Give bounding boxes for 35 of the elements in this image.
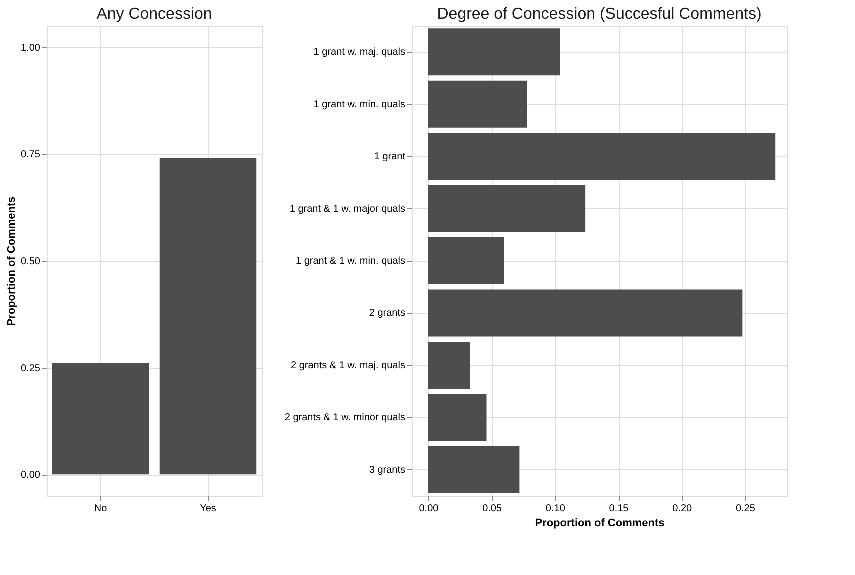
x-tick-label: 0.05 <box>482 504 502 514</box>
x-tick-label: 0.20 <box>672 504 693 514</box>
x-tick-label: No <box>94 504 108 514</box>
y-tick-label: 1 grant & 1 w. major quals <box>290 204 406 215</box>
x-tick-label: 0.00 <box>419 504 440 514</box>
y-tick-label: 1 grant <box>374 152 406 163</box>
bar <box>428 342 470 389</box>
bar <box>428 80 528 128</box>
x-tick-label: 0.25 <box>736 504 756 514</box>
y-tick-label: 0.00 <box>21 470 41 482</box>
y-tick-label: 0.25 <box>21 363 41 374</box>
x-axis-title: Proportion of Comments <box>535 518 665 530</box>
y-tick-label: 1 grant w. maj. quals <box>314 47 406 58</box>
y-tick-label: 2 grants & 1 w. minor quals <box>284 412 406 424</box>
bar <box>428 28 560 76</box>
y-tick-label: 1 grant & 1 w. min. quals <box>296 256 406 267</box>
x-tick-label: Yes <box>200 504 216 514</box>
bar <box>428 394 487 442</box>
y-tick-label: 0.75 <box>21 150 41 161</box>
y-tick-label: 3 grants <box>369 464 406 476</box>
chart-title: Degree of Concession (Succesful Comments) <box>437 6 762 23</box>
y-tick-label: 2 grants & 1 w. maj. quals <box>290 360 406 372</box>
y-tick-label: 0.50 <box>21 256 41 268</box>
bar <box>428 446 520 494</box>
bar <box>428 185 586 232</box>
bar <box>428 238 504 284</box>
chart-title: Any Concession <box>96 6 212 23</box>
y-axis-title: Proportion of Comments <box>6 196 18 326</box>
y-tick-label: 1.00 <box>21 42 41 54</box>
x-tick-label: 0.10 <box>546 504 566 514</box>
bar <box>428 290 743 337</box>
bar <box>428 133 776 180</box>
y-tick-label: 1 grant w. min. quals <box>314 99 406 110</box>
y-tick-label: 2 grants <box>369 308 406 320</box>
x-tick-label: 0.15 <box>609 504 630 514</box>
